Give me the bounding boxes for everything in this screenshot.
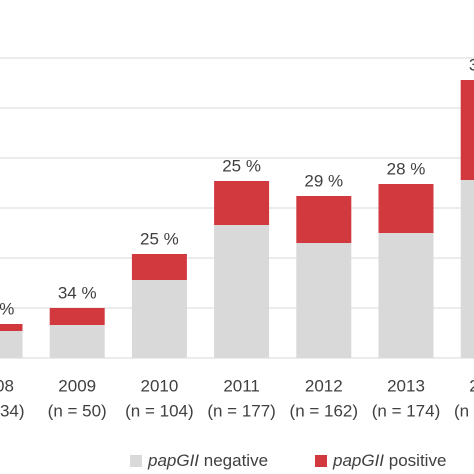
percent-label: 36 % [469, 55, 474, 74]
bar-segment [0, 324, 23, 331]
bar-segment [378, 233, 434, 358]
bar-segment [49, 308, 105, 325]
sample-size-label: (n = 162) [290, 401, 359, 420]
sample-size-label: (n = 104) [125, 401, 194, 420]
bar-segment [296, 196, 352, 243]
bar-segment [296, 243, 352, 358]
bar-segment [131, 280, 187, 358]
legend-swatch [315, 455, 327, 467]
bar-segment [378, 184, 434, 233]
percent-label: 25 % [140, 229, 179, 248]
sample-size-label: (n = 50) [48, 401, 107, 420]
bar-segment [214, 225, 270, 358]
percent-label: 21 % [0, 299, 14, 318]
percent-label: 29 % [304, 171, 343, 190]
x-tick-label: 2009 [58, 376, 96, 395]
x-tick-label: 2011 [223, 376, 260, 395]
percent-label: 25 % [222, 156, 261, 175]
sample-size-label: (n = 177) [207, 401, 276, 420]
percent-label: 34 % [58, 283, 97, 302]
sample-size-label: (n = 278) [454, 401, 474, 420]
bar-segment [214, 181, 270, 225]
sample-size-label: (n = 174) [372, 401, 441, 420]
bar-segment [460, 180, 474, 358]
x-tick-label: 2012 [305, 376, 343, 395]
x-tick-label: 2008 [0, 376, 14, 395]
legend-label: papGII positive [332, 451, 446, 470]
sample-size-label: (n = 34) [0, 401, 25, 420]
legend-label: papGII negative [147, 451, 268, 470]
x-tick-label: 2010 [140, 376, 178, 395]
legend-swatch [130, 455, 142, 467]
bar-segment [460, 80, 474, 180]
bar-segment [49, 325, 105, 358]
x-tick-label: 2014 [469, 376, 474, 395]
bar-segment [131, 254, 187, 280]
x-tick-label: 2013 [387, 376, 425, 395]
bar-segment [0, 331, 23, 358]
percent-label: 28 % [387, 159, 426, 178]
